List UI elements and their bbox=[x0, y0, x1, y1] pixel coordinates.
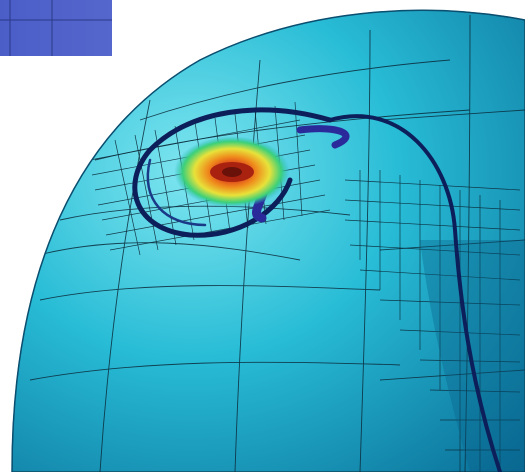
vortex-core bbox=[174, 136, 290, 208]
sphere-edge bbox=[11, 9, 525, 472]
colorbar-block bbox=[0, 0, 112, 56]
